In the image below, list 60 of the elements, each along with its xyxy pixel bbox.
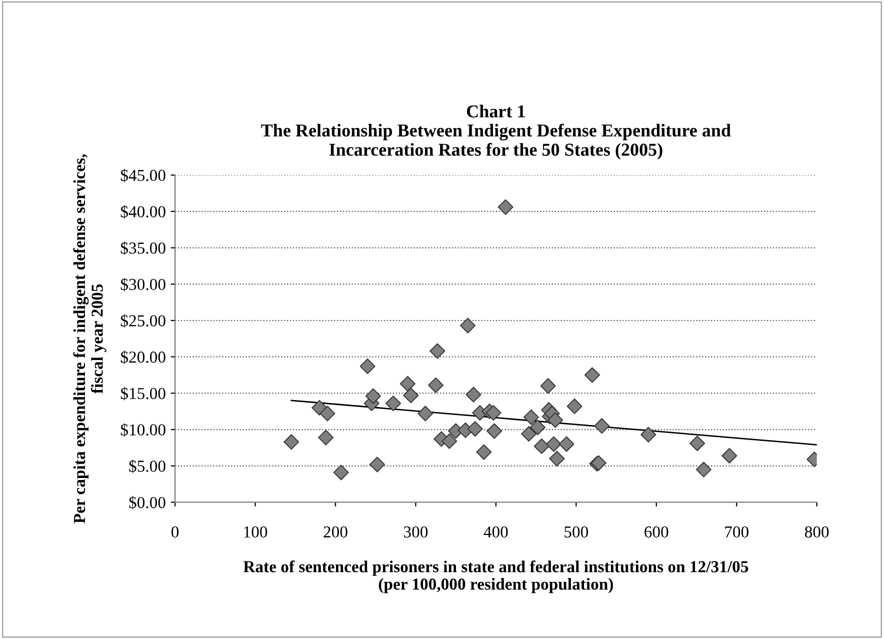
y-tick-label: $35.00: [120, 242, 166, 255]
point: [549, 450, 565, 466]
point: [318, 430, 334, 446]
point: [476, 444, 492, 460]
point: [400, 376, 416, 392]
point: [690, 436, 706, 452]
y-tick-label: $40.00: [120, 205, 166, 218]
point: [558, 436, 574, 452]
point: [428, 377, 444, 393]
point: [548, 412, 564, 428]
point: [320, 406, 336, 422]
point: [486, 405, 502, 421]
point: [521, 426, 537, 442]
y-tick-label: $25.00: [120, 314, 166, 328]
x-tick-label: 100: [244, 526, 268, 538]
point: [418, 406, 434, 422]
point: [722, 448, 738, 464]
point: [546, 436, 562, 452]
y-tick-label: $0.00: [129, 496, 166, 510]
chart-title: Chart 1 The Relationship Between Indigent Defense Expenditure and Incarceration Rates for the 50 States (2005): [261, 104, 731, 160]
x-tick-label: 0: [172, 526, 179, 538]
x-tick-label: 400: [484, 526, 508, 538]
point: [498, 199, 514, 215]
x-tick-label: 600: [644, 526, 668, 538]
x-axis-title: Rate of sentenced prisoners in state and federal institutions on 12/31/05 (per 100,000 resident population): [243, 560, 748, 594]
point: [534, 438, 550, 454]
point: [467, 421, 483, 437]
point: [442, 433, 458, 449]
x-tick-label: 200: [324, 526, 348, 538]
x-tick-label: 700: [725, 526, 748, 538]
point: [333, 464, 349, 480]
point: [486, 423, 502, 439]
point: [460, 318, 476, 334]
point: [640, 426, 656, 442]
point: [360, 358, 376, 374]
x-tick-label: 500: [564, 526, 588, 538]
point: [385, 396, 402, 412]
point: [566, 398, 582, 414]
point: [466, 386, 482, 402]
y-tick-label: $30.00: [120, 278, 166, 292]
y-tick-label: $15.00: [120, 386, 166, 400]
point: [594, 418, 610, 434]
point: [530, 420, 546, 436]
point: [430, 343, 446, 359]
point: [312, 400, 328, 416]
point: [365, 388, 381, 404]
point: [523, 409, 539, 425]
point: [540, 378, 556, 394]
y-tick-label: $20.00: [120, 350, 166, 364]
x-tick-label: 300: [404, 526, 428, 538]
y-axis-title: Per capita expenditure for indigent defense services, fiscal year 2005: [73, 154, 106, 524]
point: [403, 388, 419, 404]
y-tick-label: $10.00: [120, 423, 166, 437]
y-tick-label: $5.00: [129, 460, 166, 473]
x-tick-label: 800: [804, 526, 829, 538]
point: [284, 434, 300, 450]
point: [369, 456, 385, 472]
y-tick-label: $45.00: [120, 168, 166, 182]
point: [584, 367, 600, 383]
point: [696, 462, 712, 478]
